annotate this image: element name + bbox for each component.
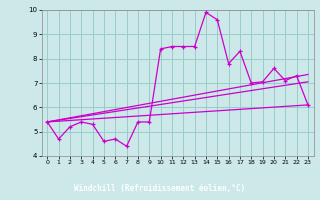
Text: Windchill (Refroidissement éolien,°C): Windchill (Refroidissement éolien,°C) (75, 184, 245, 193)
